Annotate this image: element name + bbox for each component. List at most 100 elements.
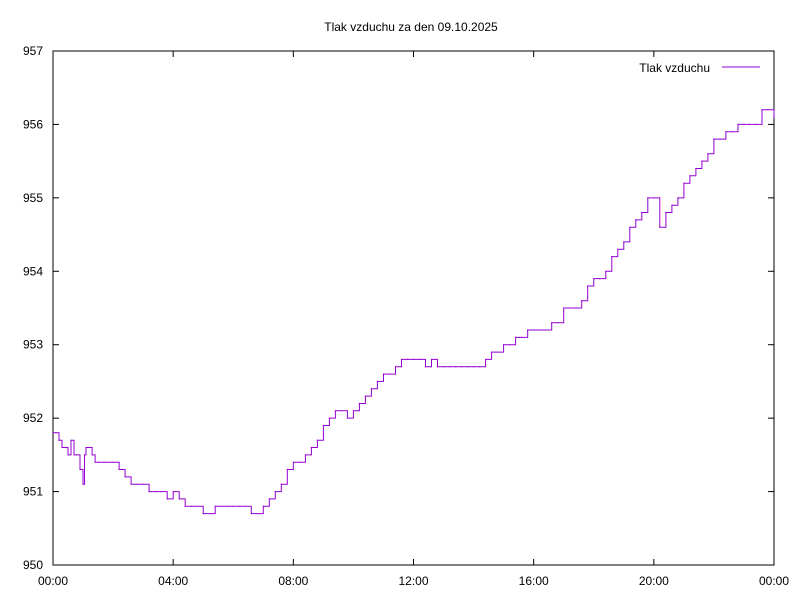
data-point [737,123,739,125]
data-point [364,395,366,397]
data-point [358,402,360,405]
data-point [755,123,757,125]
data-point [166,498,168,500]
data-point [653,197,655,199]
data-point [635,219,637,221]
data-point [76,454,78,456]
data-point [55,432,57,434]
data-point [136,483,138,485]
data-point [521,336,523,338]
data-point [376,380,378,382]
legend-label: Tlak vzduchu [639,61,710,75]
data-point [430,358,433,360]
data-point [124,476,126,478]
data-point [148,491,150,493]
series-group [52,109,775,515]
data-point [256,513,258,515]
data-point [322,424,324,427]
data-point [587,285,589,287]
data-point [130,483,132,485]
data-point [85,446,87,449]
data-point [118,468,120,471]
data-point [557,322,559,324]
data-point [611,256,613,258]
data-point [593,278,595,280]
data-point [683,182,685,184]
data-point [52,432,54,434]
x-tick-label: 20:00 [639,574,669,588]
data-point [599,278,601,280]
data-point [406,358,409,360]
data-point [154,491,156,493]
data-point [436,366,439,368]
data-point [394,366,397,368]
data-point [581,300,583,302]
data-point [509,344,511,346]
x-tick-label: 12:00 [398,574,428,588]
data-point [262,505,264,507]
y-tick-label: 950 [23,558,43,572]
data-point [545,329,547,331]
data-point [97,461,99,463]
series-line-tlak-vzduchu [53,109,775,515]
data-point [208,513,210,515]
legend: Tlak vzduchu [639,61,760,75]
data-point [172,491,174,493]
data-point [773,116,775,118]
data-point [749,123,751,125]
data-point [731,131,733,133]
data-point [629,226,631,228]
data-point [196,505,198,507]
data-point [280,483,282,485]
chart-title: Tlak vzduchu za den 09.10.2025 [324,20,498,34]
y-tick-label: 953 [23,338,43,352]
data-point [701,160,703,162]
x-axis-ticks: 00:00 04:00 08:00 12:00 16:00 20:00 00:00 [38,51,789,588]
y-axis-ticks: 950 951 952 953 954 955 956 957 [23,44,774,572]
data-point [665,211,667,214]
data-point [448,366,451,368]
data-point [184,505,186,507]
data-point [641,211,643,214]
y-tick-label: 952 [23,411,43,425]
data-point [298,461,300,463]
data-point [455,366,457,368]
data-point [497,351,499,353]
data-point [707,153,709,155]
data-point [491,351,493,353]
data-point [418,358,421,360]
data-point [70,439,72,441]
data-point [713,138,715,140]
data-point [226,505,228,507]
data-point [352,410,354,412]
data-point [424,366,427,368]
data-point [316,439,318,441]
plot-frame [52,50,775,566]
data-point [82,483,84,485]
y-tick-label: 956 [23,117,43,131]
data-point [190,505,192,507]
x-tick-label: 16:00 [519,574,549,588]
data-point [719,138,721,140]
x-tick-label: 00:00 [38,574,68,588]
data-point [671,204,673,206]
data-point [370,388,372,390]
data-point [473,366,475,368]
data-point [160,491,162,493]
data-point [238,505,240,507]
data-point [64,446,66,449]
data-point [292,461,294,463]
data-point [268,498,270,500]
data-point [73,454,75,456]
data-point [479,366,481,368]
data-point [743,123,745,125]
data-point [623,241,625,243]
data-point [442,366,445,368]
data-point [605,270,607,272]
data-point [340,410,342,412]
data-point [328,417,330,419]
data-point [467,366,469,368]
x-tick-label: 04:00 [158,574,188,588]
data-point [761,109,763,111]
data-point [767,109,769,111]
